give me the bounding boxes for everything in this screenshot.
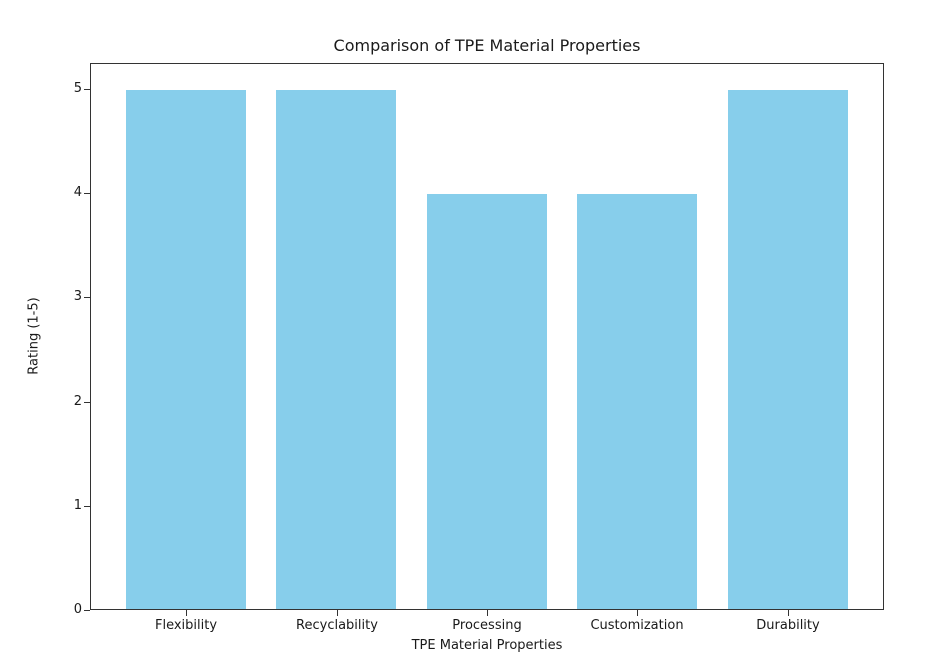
y-tick-mark — [84, 610, 90, 611]
y-tick-label: 3 — [73, 289, 82, 304]
y-tick-mark — [84, 297, 90, 298]
plot-area — [90, 63, 884, 610]
x-tick-label: Customization — [590, 618, 684, 633]
y-tick-label: 4 — [73, 185, 82, 200]
x-tick-label: Processing — [452, 618, 522, 633]
bar-recyclability — [276, 90, 396, 609]
y-tick-label: 0 — [73, 602, 82, 617]
x-tick-label: Recyclability — [296, 618, 378, 633]
x-tick-mark — [637, 610, 638, 616]
chart-title: Comparison of TPE Material Properties — [333, 36, 641, 55]
x-tick-mark — [788, 610, 789, 616]
x-tick-mark — [186, 610, 187, 616]
x-tick-mark — [487, 610, 488, 616]
y-tick-label: 2 — [73, 394, 82, 409]
x-axis-label: TPE Material Properties — [411, 638, 563, 653]
bar-processing — [427, 194, 547, 609]
y-tick-mark — [84, 402, 90, 403]
bar-customization — [577, 194, 697, 609]
y-axis-label: Rating (1-5) — [26, 297, 42, 375]
y-tick-label: 1 — [73, 498, 82, 513]
bar-flexibility — [126, 90, 246, 609]
x-tick-mark — [337, 610, 338, 616]
x-tick-label: Flexibility — [154, 618, 218, 633]
y-tick-mark — [84, 89, 90, 90]
y-tick-mark — [84, 193, 90, 194]
y-tick-label: 5 — [73, 81, 82, 96]
bar-durability — [728, 90, 848, 609]
y-tick-mark — [84, 506, 90, 507]
x-tick-label: Durability — [756, 618, 820, 633]
